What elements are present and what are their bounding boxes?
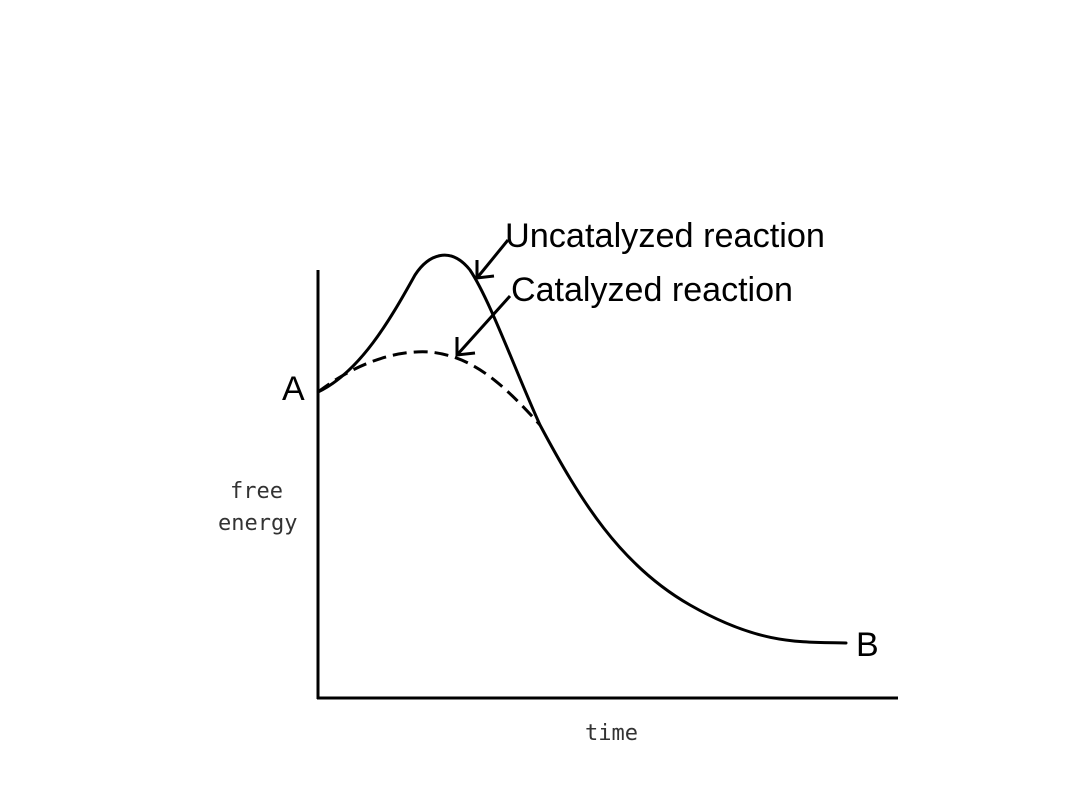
y-axis-label-line1: free <box>230 479 283 504</box>
point-a-label: A <box>282 370 305 408</box>
y-axis-label-line2: energy <box>218 511 297 536</box>
uncatalyzed-label: Uncatalyzed reaction <box>505 217 825 255</box>
x-axis-label: time <box>585 721 638 746</box>
point-b-label: B <box>856 626 879 664</box>
uncatalyzed-arrow <box>475 239 510 280</box>
uncatalyzed-curve <box>316 253 848 645</box>
catalyzed-curve <box>317 350 542 426</box>
catalyzed-label: Catalyzed reaction <box>511 271 793 309</box>
catalyzed-arrow <box>455 294 512 357</box>
